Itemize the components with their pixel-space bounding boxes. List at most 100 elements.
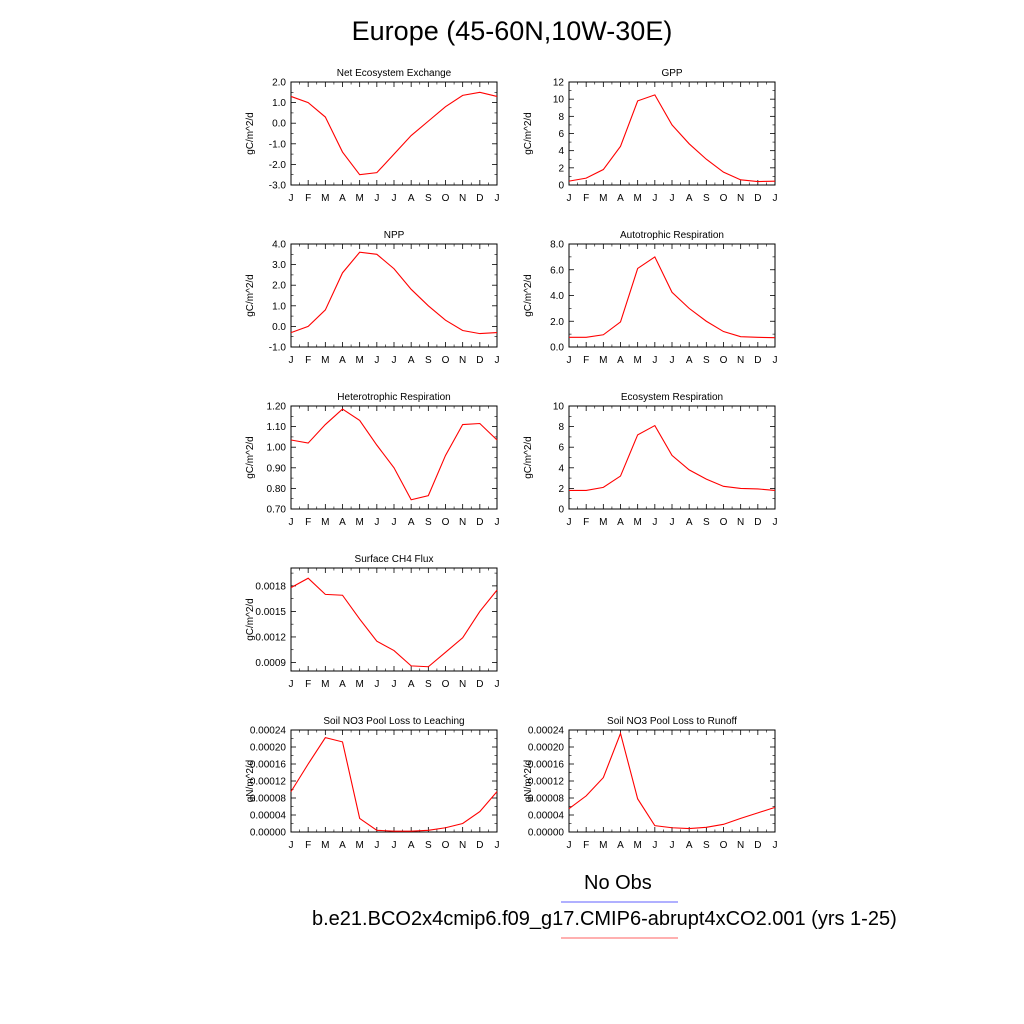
y-tick-label: 0.00000 [528,828,565,839]
x-tick-label: D [476,193,483,204]
x-tick-label: D [476,679,483,690]
x-tick-label: J [392,679,397,690]
x-tick-label: N [737,840,744,851]
y-tick-label: 10 [553,95,565,106]
y-tick-label: 2.0 [550,317,564,328]
x-tick-label: J [670,840,675,851]
y-tick-label: 2.0 [272,78,286,89]
x-tick-label: J [773,517,778,528]
x-tick-label: A [408,840,415,851]
x-tick-label: A [617,355,624,366]
x-tick-label: M [321,840,329,851]
x-tick-label: N [737,193,744,204]
series-line [568,94,776,183]
series-line [568,731,776,830]
x-tick-label: O [720,193,728,204]
series-line [290,408,498,501]
x-tick-label: O [442,355,450,366]
x-tick-label: A [686,193,693,204]
x-tick-label: M [599,355,607,366]
x-tick-label: A [408,355,415,366]
x-tick-label: J [392,840,397,851]
x-tick-label: J [374,193,379,204]
x-tick-label: J [773,193,778,204]
x-tick-label: J [773,840,778,851]
y-tick-label: 0 [558,505,564,516]
y-tick-label: 0.00016 [528,760,565,771]
x-tick-label: A [686,517,693,528]
x-tick-label: J [374,840,379,851]
x-tick-label: N [737,355,744,366]
x-tick-label: M [321,517,329,528]
y-tick-label: 0.00012 [528,777,565,788]
x-tick-label: M [321,679,329,690]
y-axis-label: gC/m^2/d [245,274,256,317]
x-tick-label: D [754,355,761,366]
y-tick-label: 1.00 [267,443,287,454]
x-tick-label: D [476,355,483,366]
x-tick-label: J [289,517,294,528]
x-tick-label: J [289,193,294,204]
x-tick-label: N [459,517,466,528]
x-tick-label: F [305,679,311,690]
y-tick-label: 12 [553,78,565,89]
x-tick-label: S [703,355,710,366]
y-tick-label: 4.0 [550,291,564,302]
x-tick-label: M [321,193,329,204]
y-tick-label: 8.0 [550,240,564,251]
x-tick-label: J [670,355,675,366]
x-tick-label: F [583,840,589,851]
x-tick-label: J [392,355,397,366]
y-tick-label: 0.00008 [250,794,287,805]
x-tick-label: D [754,193,761,204]
x-tick-label: F [305,517,311,528]
x-tick-label: J [392,193,397,204]
x-tick-label: S [425,517,432,528]
chart-title: Ecosystem Respiration [621,392,723,403]
x-tick-label: F [305,355,311,366]
x-tick-label: J [652,840,657,851]
x-tick-label: M [355,517,363,528]
x-tick-label: O [720,840,728,851]
chart-title: Soil NO3 Pool Loss to Runoff [607,716,737,727]
y-tick-label: 0.00020 [528,743,565,754]
x-tick-label: N [459,193,466,204]
legend-model-label: b.e21.BCO2x4cmip6.f09_g17.CMIP6-abrupt4x… [312,908,897,930]
x-tick-label: D [476,517,483,528]
chart-title: Autotrophic Respiration [620,230,724,241]
y-axis-label: gN/m^2/d [523,760,534,803]
chart-title: Heterotrophic Respiration [337,392,450,403]
x-tick-label: A [339,193,346,204]
x-tick-label: F [583,517,589,528]
x-tick-label: S [425,193,432,204]
chart-title: GPP [661,68,682,79]
x-tick-label: S [425,355,432,366]
x-tick-label: A [339,840,346,851]
x-tick-label: M [321,355,329,366]
y-tick-label: 6 [558,443,564,454]
y-tick-label: 8 [558,112,564,123]
series-line [290,577,498,668]
x-tick-label: J [567,355,572,366]
y-tick-label: -1.0 [269,139,287,150]
x-tick-label: F [305,193,311,204]
x-tick-label: M [355,193,363,204]
x-tick-label: F [305,840,311,851]
y-tick-label: 0.0018 [255,581,286,592]
x-tick-label: J [495,517,500,528]
x-tick-label: O [442,193,450,204]
y-tick-label: 0.70 [267,505,287,516]
y-axis-label: gC/m^2/d [523,112,534,155]
x-tick-label: S [425,679,432,690]
y-tick-label: 0.00008 [528,794,565,805]
y-tick-label: 0.0009 [255,658,286,669]
x-tick-label: A [686,840,693,851]
x-tick-label: N [737,517,744,528]
y-tick-label: -2.0 [269,160,287,171]
